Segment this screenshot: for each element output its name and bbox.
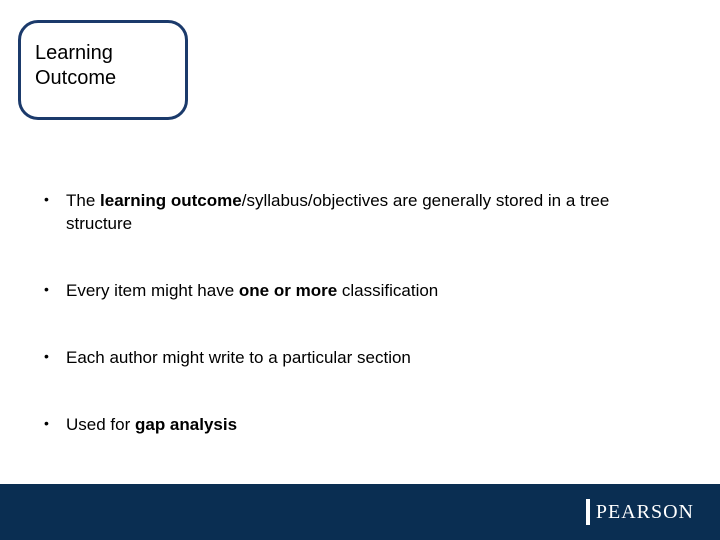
bullet-text: Every item might have (66, 281, 239, 300)
title-text: Learning Outcome (35, 41, 116, 91)
bullet-item: Each author might write to a particular … (38, 347, 680, 370)
pearson-logo: PEARSON (586, 499, 694, 525)
bullet-bold-text: gap analysis (135, 415, 237, 434)
logo-text: PEARSON (596, 501, 694, 524)
bullet-list: The learning outcome/syllabus/objectives… (38, 190, 680, 481)
title-box: Learning Outcome (18, 20, 188, 120)
footer-bar: PEARSON (0, 484, 720, 540)
logo-bar-icon (586, 499, 590, 525)
bullet-text: The (66, 191, 100, 210)
bullet-bold-text: learning outcome (100, 191, 242, 210)
bullet-text: classification (337, 281, 438, 300)
bullet-text: Used for (66, 415, 135, 434)
bullet-item: The learning outcome/syllabus/objectives… (38, 190, 680, 236)
bullet-text: Each author might write to a particular … (66, 348, 411, 367)
bullet-bold-text: one or more (239, 281, 337, 300)
bullet-item: Every item might have one or more classi… (38, 280, 680, 303)
title-line2: Outcome (35, 67, 116, 89)
title-line1: Learning (35, 42, 113, 64)
bullet-item: Used for gap analysis (38, 414, 680, 437)
